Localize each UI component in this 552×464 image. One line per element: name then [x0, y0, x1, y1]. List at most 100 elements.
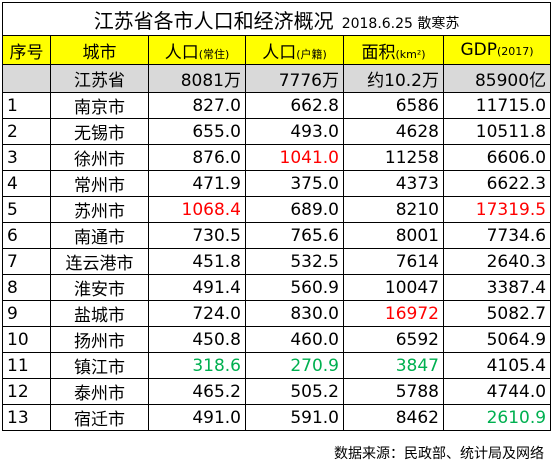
total-name: 江苏省: [50, 64, 149, 93]
row-index: 1: [2, 92, 51, 119]
header-row: 序号 城市 人口(常住) 人口(户籍) 面积(km²) GDP(2017): [2, 35, 552, 65]
row-city: 淮安市: [50, 274, 149, 301]
row-city: 无锡市: [50, 118, 149, 145]
total-pop-resident: 8081万: [148, 64, 246, 93]
row-city: 南京市: [50, 92, 149, 119]
row-pop-registered: 1041.0: [245, 144, 344, 171]
table-row: 10 扬州市 450.8 460.0 6592 5064.9: [2, 326, 552, 353]
row-pop-resident: 827.0: [148, 92, 246, 119]
row-area: 10047: [343, 274, 444, 301]
row-area: 4628: [343, 118, 444, 145]
row-gdp: 17319.5: [442, 196, 552, 223]
header-gdp-label: GDP: [460, 40, 497, 60]
header-area: 面积(km²): [343, 35, 444, 65]
header-pop-registered-label: 人口: [262, 42, 297, 63]
header-pop-registered-note: (户籍): [296, 47, 327, 61]
table-row: 2 无锡市 655.0 493.0 4628 10511.8: [2, 118, 552, 145]
row-city: 南通市: [50, 222, 149, 249]
row-area: 7614: [343, 248, 444, 275]
row-gdp: 11715.0: [442, 92, 552, 119]
row-gdp: 6606.0: [442, 144, 552, 171]
header-city: 城市: [50, 35, 149, 65]
row-gdp: 3387.4: [442, 274, 552, 301]
row-area: 8462: [343, 404, 444, 431]
table-row: 12 泰州市 465.2 505.2 5788 4744.0: [2, 378, 552, 405]
row-area: 6586: [343, 92, 444, 119]
row-pop-registered: 560.9: [245, 274, 344, 301]
row-area: 4373: [343, 170, 444, 197]
title-cell: 江苏省各市人口和经济概况 2018.6.25 散寒苏: [1, 2, 552, 36]
row-pop-resident: 1068.4: [148, 196, 246, 223]
row-area: 5788: [343, 378, 444, 405]
row-city: 扬州市: [50, 326, 149, 353]
header-gdp-note: (2017): [497, 45, 534, 58]
row-pop-resident: 730.5: [148, 222, 246, 249]
table-title: 江苏省各市人口和经济概况: [93, 8, 334, 33]
row-city: 苏州市: [50, 196, 149, 223]
table-row: 8 淮安市 491.4 560.9 10047 3387.4: [2, 274, 552, 301]
date-label: 2018.6.25 散寒苏: [341, 15, 460, 32]
table-row: 6 南通市 730.5 765.6 8001 7734.6: [2, 222, 552, 249]
row-city: 常州市: [50, 170, 149, 197]
row-pop-resident: 655.0: [148, 118, 246, 145]
city-table: 江苏省各市人口和经济概况 2018.6.25 散寒苏 序号 城市 人口(常住) 人…: [1, 2, 552, 431]
row-pop-resident: 724.0: [148, 300, 246, 327]
row-area: 16972: [343, 300, 444, 327]
table-row: 13 宿迁市 491.0 591.0 8462 2610.9: [2, 404, 552, 431]
row-index: 11: [2, 352, 51, 379]
row-area: 11258: [343, 144, 444, 171]
row-area: 6592: [343, 326, 444, 353]
row-index: 9: [2, 300, 51, 327]
row-pop-registered: 532.5: [245, 248, 344, 275]
row-pop-registered: 375.0: [245, 170, 344, 197]
row-index: 12: [2, 378, 51, 405]
title-row: 江苏省各市人口和经济概况 2018.6.25 散寒苏: [1, 2, 552, 36]
table-row: 9 盐城市 724.0 830.0 16972 5082.7: [2, 300, 552, 327]
row-index: 7: [2, 248, 51, 275]
row-index: 5: [2, 196, 51, 223]
row-gdp: 6622.3: [442, 170, 552, 197]
row-city: 徐州市: [50, 144, 149, 171]
table-row: 5 苏州市 1068.4 689.0 8210 17319.5: [2, 196, 552, 223]
header-gdp: GDP(2017): [442, 35, 552, 65]
row-pop-resident: 318.6: [148, 352, 246, 379]
row-index: 2: [2, 118, 51, 145]
total-row: 江苏省 8081万 7776万 约10.2万 85900亿: [2, 64, 552, 93]
header-pop-resident-note: (常住): [198, 47, 230, 61]
header-area-note: (km²): [395, 47, 426, 61]
row-city: 连云港市: [50, 248, 149, 275]
header-area-label: 面积: [361, 42, 396, 63]
row-pop-registered: 689.0: [245, 196, 344, 223]
row-pop-registered: 460.0: [245, 326, 344, 353]
total-pop-registered: 7776万: [245, 64, 344, 93]
row-pop-registered: 591.0: [245, 404, 344, 431]
row-pop-resident: 450.8: [148, 326, 246, 353]
row-pop-registered: 662.8: [245, 92, 344, 119]
row-area: 8210: [343, 196, 444, 223]
header-pop-resident-label: 人口: [164, 42, 199, 63]
table-row: 3 徐州市 876.0 1041.0 11258 6606.0: [2, 144, 552, 171]
row-gdp: 7734.6: [442, 222, 552, 249]
row-city: 盐城市: [50, 300, 149, 327]
table-row: 11 镇江市 318.6 270.9 3847 4105.4: [2, 352, 552, 379]
row-index: 6: [2, 222, 51, 249]
row-gdp: 5064.9: [442, 326, 552, 353]
row-pop-registered: 270.9: [245, 352, 344, 379]
row-gdp: 2640.3: [442, 248, 552, 275]
row-gdp: 4744.0: [442, 378, 552, 405]
total-area: 约10.2万: [343, 64, 444, 93]
row-pop-registered: 505.2: [245, 378, 344, 405]
row-pop-resident: 471.9: [148, 170, 246, 197]
row-gdp: 5082.7: [442, 300, 552, 327]
row-index: 3: [2, 144, 51, 171]
row-city: 镇江市: [50, 352, 149, 379]
row-index: 10: [2, 326, 51, 353]
row-area: 3847: [343, 352, 444, 379]
table-row: 7 连云港市 451.8 532.5 7614 2640.3: [2, 248, 552, 275]
row-pop-resident: 491.4: [148, 274, 246, 301]
row-index: 13: [2, 404, 51, 431]
total-index: [2, 64, 51, 93]
row-pop-resident: 465.2: [148, 378, 246, 405]
row-pop-resident: 491.0: [148, 404, 246, 431]
